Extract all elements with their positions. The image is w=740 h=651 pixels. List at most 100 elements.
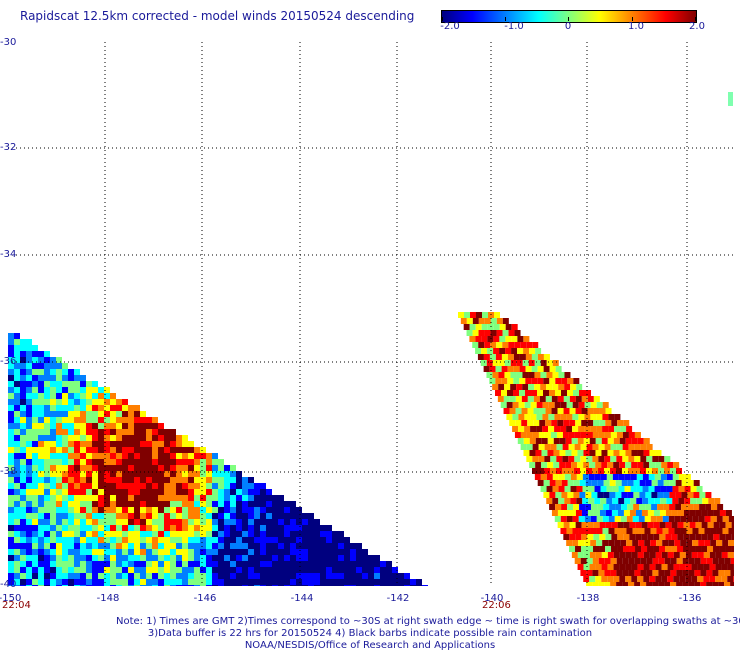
wind-pixel xyxy=(614,426,620,432)
wind-pixel xyxy=(668,528,674,534)
wind-pixel xyxy=(116,525,122,531)
wind-pixel xyxy=(278,543,284,549)
wind-pixel xyxy=(134,465,140,471)
wind-pixel xyxy=(128,567,134,573)
wind-pixel xyxy=(320,549,326,555)
wind-pixel xyxy=(719,558,725,564)
wind-pixel xyxy=(593,546,599,552)
wind-pixel xyxy=(254,495,260,501)
wind-pixel xyxy=(8,507,14,513)
wind-pixel xyxy=(260,495,266,501)
wind-pixel xyxy=(618,498,624,504)
wind-pixel xyxy=(705,516,711,522)
wind-pixel xyxy=(182,495,188,501)
wind-pixel xyxy=(484,342,490,348)
wind-pixel xyxy=(206,477,212,483)
wind-pixel xyxy=(230,537,236,543)
wind-pixel xyxy=(732,522,734,528)
wind-pixel xyxy=(218,459,224,465)
wind-pixel xyxy=(326,525,332,531)
wind-pixel xyxy=(68,423,74,429)
wind-pixel xyxy=(26,405,32,411)
wind-pixel xyxy=(594,396,600,402)
wind-pixel xyxy=(92,411,98,417)
wind-pixel xyxy=(609,504,615,510)
wind-pixel xyxy=(700,582,706,586)
wind-pixel xyxy=(571,486,577,492)
wind-pixel xyxy=(140,495,146,501)
wind-pixel xyxy=(541,462,547,468)
wind-pixel xyxy=(326,585,332,586)
wind-pixel xyxy=(188,579,194,585)
wind-pixel xyxy=(648,498,654,504)
wind-pixel xyxy=(44,543,50,549)
wind-pixel xyxy=(634,468,640,474)
wind-pixel xyxy=(38,489,44,495)
wind-pixel xyxy=(708,498,714,504)
wind-pixel xyxy=(200,531,206,537)
wind-pixel xyxy=(44,513,50,519)
wind-pixel xyxy=(194,447,200,453)
wind-pixel xyxy=(116,555,122,561)
wind-pixel xyxy=(578,426,584,432)
wind-pixel xyxy=(512,324,518,330)
wind-pixel xyxy=(248,531,254,537)
wind-pixel xyxy=(593,432,599,438)
wind-pixel xyxy=(8,549,14,555)
wind-pixel xyxy=(110,495,116,501)
wind-pixel xyxy=(707,546,713,552)
wind-pixel xyxy=(98,513,104,519)
wind-pixel xyxy=(56,537,62,543)
wind-pixel xyxy=(92,381,98,387)
wind-pixel xyxy=(152,555,158,561)
wind-pixel xyxy=(146,477,152,483)
wind-pixel xyxy=(14,441,20,447)
wind-pixel xyxy=(74,579,80,585)
wind-pixel xyxy=(597,402,603,408)
wind-pixel xyxy=(14,333,20,339)
wind-pixel xyxy=(631,474,637,480)
wind-pixel xyxy=(537,378,543,384)
wind-pixel xyxy=(601,462,607,468)
wind-pixel xyxy=(218,483,224,489)
wind-pixel xyxy=(507,378,513,384)
wind-pixel xyxy=(86,381,92,387)
wind-pixel xyxy=(599,558,605,564)
wind-pixel xyxy=(562,456,568,462)
wind-pixel xyxy=(640,456,646,462)
wind-pixel xyxy=(507,390,513,396)
wind-pixel xyxy=(296,525,302,531)
wind-pixel xyxy=(655,486,661,492)
wind-pixel xyxy=(707,558,713,564)
wind-pixel xyxy=(8,381,14,387)
wind-pixel xyxy=(182,441,188,447)
wind-pixel xyxy=(152,531,158,537)
wind-pixel xyxy=(663,492,669,498)
wind-pixel xyxy=(74,441,80,447)
wind-pixel xyxy=(585,402,591,408)
wind-pixel xyxy=(607,576,613,582)
wind-pixel xyxy=(158,525,164,531)
wind-pixel xyxy=(555,378,561,384)
wind-pixel xyxy=(230,561,236,567)
wind-pixel xyxy=(623,420,629,426)
wind-pixel xyxy=(134,543,140,549)
wind-pixel xyxy=(608,438,614,444)
wind-pixel xyxy=(140,453,146,459)
wind-pixel xyxy=(92,561,98,567)
wind-pixel xyxy=(566,540,572,546)
wind-pixel xyxy=(344,567,350,573)
wind-pixel xyxy=(543,378,549,384)
wind-pixel xyxy=(254,543,260,549)
wind-pixel xyxy=(547,486,553,492)
lat-label: -34 xyxy=(0,249,16,260)
wind-pixel xyxy=(164,453,170,459)
wind-pixel xyxy=(534,384,540,390)
wind-pixel xyxy=(32,441,38,447)
wind-pixel xyxy=(8,567,14,573)
map-title: Rapidscat 12.5km corrected - model winds… xyxy=(20,9,414,23)
wind-pixel xyxy=(134,585,140,586)
wind-pixel xyxy=(206,525,212,531)
wind-pixel xyxy=(525,402,531,408)
wind-pixel xyxy=(206,555,212,561)
